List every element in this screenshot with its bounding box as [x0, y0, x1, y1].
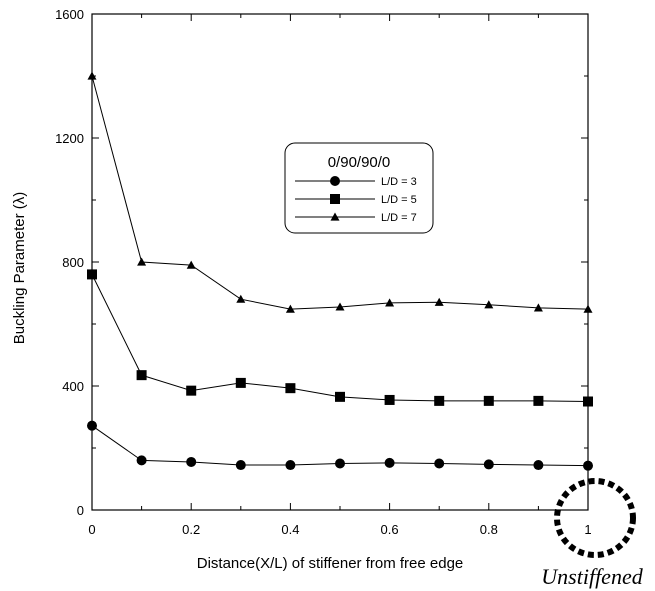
data-point [335, 302, 345, 311]
data-point [186, 456, 197, 467]
legend-entry: L/D = 5 [295, 194, 417, 206]
unstiffened-label: Unstiffened [541, 564, 643, 589]
series-1 [87, 420, 593, 471]
data-point [583, 304, 593, 313]
y-tick-label: 0 [77, 503, 84, 518]
data-point [285, 383, 296, 394]
x-tick-label: 0.4 [281, 522, 299, 537]
data-point [434, 395, 445, 406]
data-point [186, 260, 196, 269]
data-point [583, 460, 593, 471]
x-tick-label: 0 [88, 522, 95, 537]
axes [91, 13, 589, 511]
data-point [384, 457, 395, 468]
y-tick-label: 1200 [55, 131, 84, 146]
legend-label: L/D = 3 [381, 176, 417, 188]
legend-marker [330, 194, 340, 204]
series-2 [87, 269, 593, 407]
data-point [385, 298, 395, 307]
data-point [384, 394, 395, 405]
legend-entry: L/D = 7 [295, 212, 417, 224]
data-point [434, 297, 444, 306]
data-point [137, 257, 147, 266]
data-point [583, 396, 593, 407]
legend-label: L/D = 5 [381, 194, 417, 206]
series-group [87, 71, 593, 471]
legend-box [284, 142, 434, 234]
legend-entry: L/D = 3 [295, 176, 417, 188]
data-point [87, 420, 97, 431]
y-axis-label: Buckling Parameter (λ) [11, 192, 28, 345]
data-point [87, 71, 97, 80]
x-tick-label: 1 [584, 522, 591, 537]
data-point [434, 458, 445, 469]
y-tick-label: 400 [62, 379, 84, 394]
data-point [335, 391, 345, 402]
legend-label: L/D = 7 [381, 212, 417, 224]
data-point [87, 269, 97, 280]
data-point [533, 395, 544, 406]
x-tick-label: 0.6 [381, 522, 399, 537]
y-axis-ticks: 0 400 800 1200 1600 [55, 7, 588, 518]
legend-title: 0/90/90/0 [328, 154, 391, 171]
x-tick-label: 0.8 [480, 522, 498, 537]
data-point [533, 460, 544, 471]
unstiffened-highlight-ellipse [554, 478, 636, 558]
plot-frame [91, 13, 589, 511]
y-tick-label: 1600 [55, 7, 84, 22]
legend-marker [330, 212, 340, 221]
y-tick-label: 800 [62, 255, 84, 270]
x-axis-ticks: 0 0.2 0.4 0.6 0.8 1 [88, 14, 592, 537]
data-point [335, 458, 345, 469]
data-point [136, 370, 147, 381]
legend-marker [330, 176, 340, 186]
data-point [533, 303, 543, 312]
data-point [236, 294, 246, 303]
legend: 0/90/90/0 L/D = 3 L/D = 5 L/D = 7 [284, 142, 434, 234]
x-tick-label: 0.2 [182, 522, 200, 537]
data-point [136, 455, 147, 466]
data-point [186, 385, 197, 396]
series-3 [87, 71, 593, 313]
legend-entries: L/D = 3 L/D = 5 L/D = 7 [295, 176, 417, 224]
data-point [285, 304, 295, 313]
data-point [235, 377, 246, 388]
x-axis-label: Distance(X/L) of stiffener from free edg… [197, 555, 464, 572]
series-line [91, 274, 589, 402]
data-point [235, 460, 246, 471]
unstiffened-annotation: Unstiffened [541, 478, 644, 589]
data-point [483, 459, 494, 470]
data-point [483, 395, 494, 406]
data-point [285, 460, 296, 471]
data-point [484, 300, 494, 309]
